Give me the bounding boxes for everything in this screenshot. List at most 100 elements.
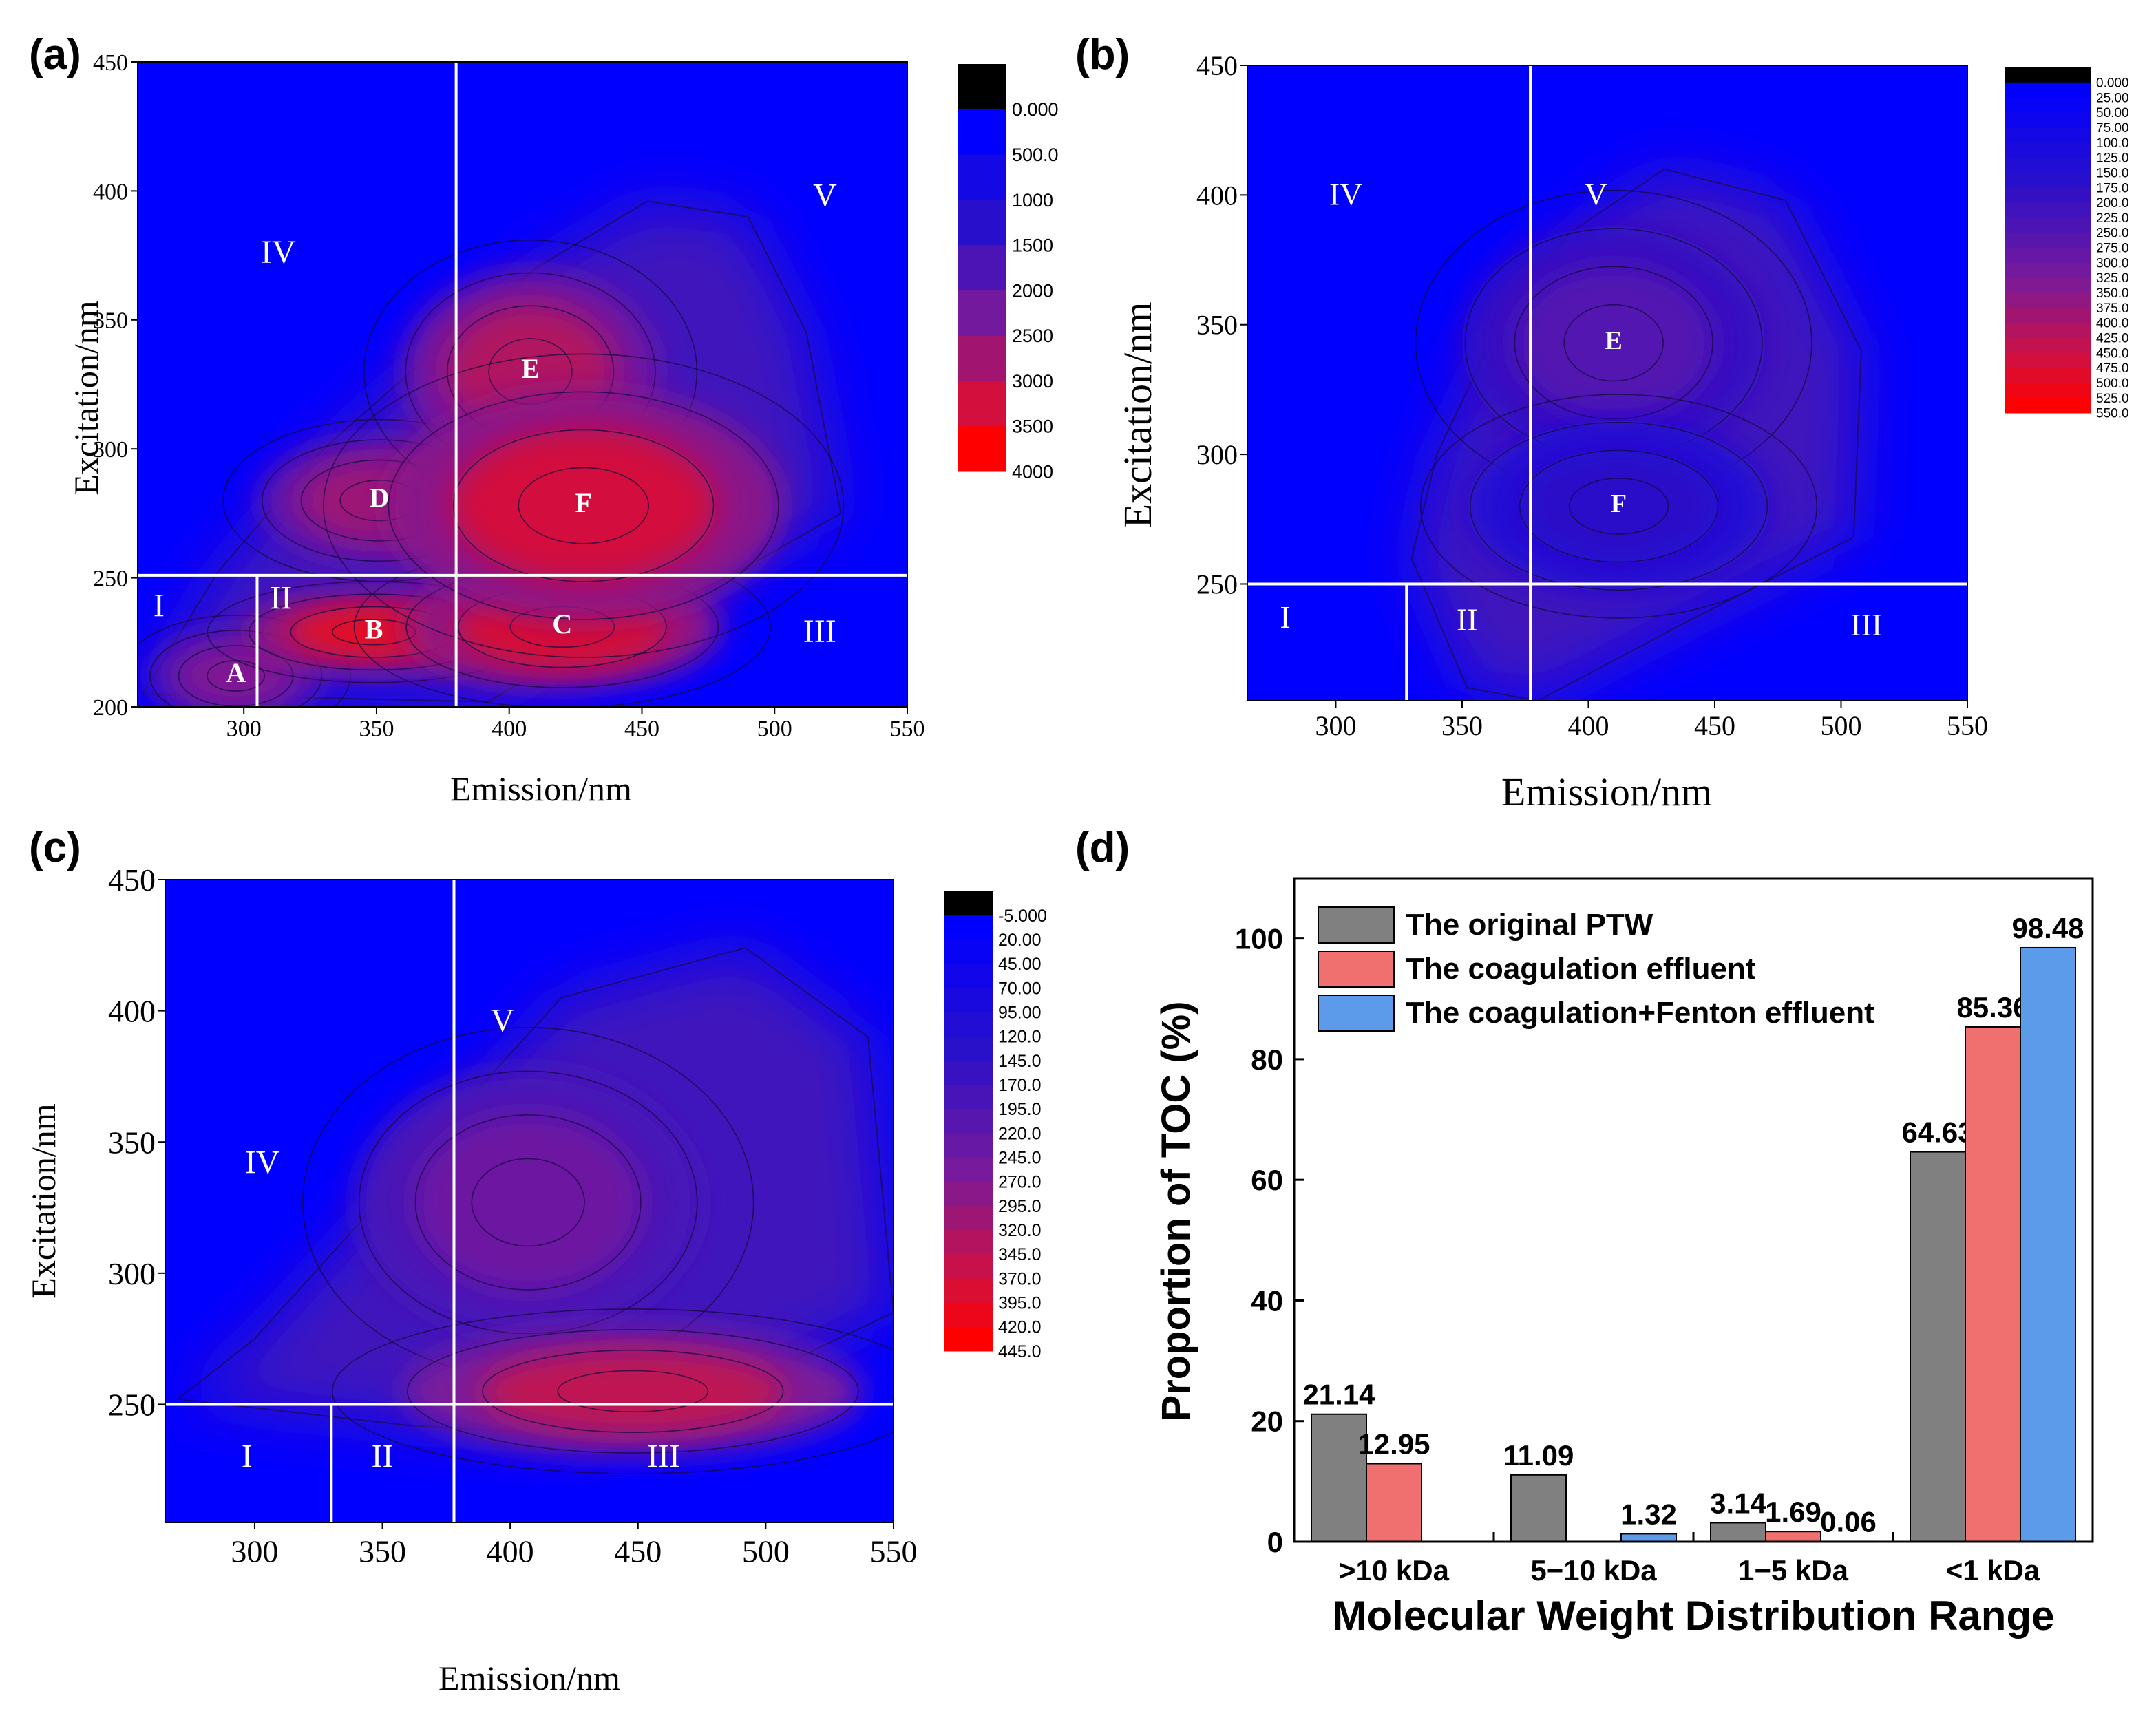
fluorescence-heat-c <box>176 947 894 1474</box>
colorbar-c: -5.000 20.00 45.00 70.00 95.00 120.0 145.0 170.… <box>944 891 1047 1361</box>
peak-label: D <box>369 482 389 513</box>
peak-label: C <box>552 608 572 639</box>
bar <box>1765 1531 1821 1542</box>
peak-core <box>1512 265 1715 421</box>
colorbar-cell <box>2005 157 2091 173</box>
x-tick-label: 450 <box>614 1534 662 1569</box>
y-tick-label: 400 <box>108 994 156 1029</box>
x-tick-label: 350 <box>1441 710 1483 741</box>
y-axis-title-d: Proportion of TOC (%) <box>1154 1001 1198 1421</box>
colorbar-cell <box>2005 323 2091 339</box>
bars-d: 21.14 12.95 11.09 1.32 3.141.690.06 64.63 85.3… <box>1302 912 2084 1543</box>
colorbar-cell <box>944 964 993 989</box>
colorbar-label: 100.0 <box>2096 136 2129 151</box>
colorbar-cell <box>2005 112 2091 128</box>
colorbar-cell <box>958 109 1006 156</box>
colorbar-label: 500.0 <box>2096 376 2129 391</box>
peak-label: F <box>575 487 591 518</box>
region-label: II <box>270 580 292 616</box>
contour-line <box>1519 449 1719 563</box>
colorbar-label: 125.0 <box>2096 151 2129 166</box>
colorbar-label: 1000 <box>1012 190 1053 211</box>
colorbar-label: 420.0 <box>998 1318 1042 1337</box>
y-tick-label: 300 <box>93 437 128 463</box>
colorbar-cell <box>944 1278 993 1304</box>
y-tick-label: 350 <box>93 308 128 334</box>
colorbar-cell <box>958 335 1006 381</box>
colorbar-cell <box>944 1157 993 1182</box>
contour-line <box>414 1114 642 1291</box>
legend-label: The coagulation+Fenton effluent <box>1406 996 1874 1030</box>
bar <box>1510 1474 1567 1543</box>
x-axis-title-d: Molecular Weight Distribution Range <box>1333 1593 2055 1639</box>
bar-value-label: 11.09 <box>1503 1439 1574 1472</box>
x-tick-label: 550 <box>1947 710 1988 741</box>
colorbar-cell <box>944 1302 993 1328</box>
y-tick-label: 100 <box>1235 923 1283 955</box>
colorbar-label: 3500 <box>1012 416 1053 437</box>
x-tick-label: 500 <box>1820 710 1861 741</box>
colorbar-label: 370.0 <box>998 1269 1042 1288</box>
colorbar-label: 500.0 <box>1012 145 1059 165</box>
colorbar-cell <box>2005 217 2091 233</box>
peak-core <box>413 1113 644 1292</box>
colorbar-cell <box>2005 337 2091 354</box>
bar <box>2020 946 2076 1542</box>
colorbar-label: 445.0 <box>998 1342 1042 1361</box>
peak-labels-a: A B C D E F <box>226 353 592 688</box>
region-label: III <box>647 1438 680 1475</box>
x-tick-label: 300 <box>231 1534 278 1569</box>
category-label: 5−10 kDa <box>1530 1554 1657 1586</box>
colorbar-label: 345.0 <box>998 1245 1042 1264</box>
y-tick-label: 250 <box>93 566 128 592</box>
contour-line <box>557 1370 709 1413</box>
y-tick-label: 450 <box>108 862 156 898</box>
region-label: I <box>242 1438 253 1475</box>
colorbar-cell <box>958 245 1006 291</box>
colorbar-b: 0.00025.0050.0075.00100.0125.0150.0175.0… <box>2005 67 2129 421</box>
colorbar-cell <box>2005 67 2091 83</box>
peak-label: E <box>521 353 540 384</box>
colorbar-label: 475.0 <box>2096 361 2129 376</box>
colorbar-cell <box>2005 368 2091 383</box>
y-tick-label: 80 <box>1251 1043 1283 1076</box>
bar-value-label: 98.48 <box>2011 912 2084 944</box>
colorbar-label: 220.0 <box>998 1124 1042 1143</box>
colorbar-label: 325.0 <box>2096 271 2129 286</box>
colorbar-cell <box>958 381 1006 427</box>
colorbar-label: 450.0 <box>2096 346 2129 361</box>
peak-label: F <box>1611 489 1627 518</box>
panel-label-d: (d) <box>1075 824 1130 871</box>
colorbar-label: 120.0 <box>998 1028 1042 1047</box>
region-label: III <box>1850 607 1882 642</box>
colorbar-label: 145.0 <box>998 1052 1042 1071</box>
region-label: V <box>1585 177 1607 212</box>
bar-value-label: 1.69 <box>1765 1496 1821 1528</box>
y-tick-label: 250 <box>108 1388 156 1423</box>
colorbar-cell <box>958 154 1006 200</box>
colorbar-cell <box>944 1326 993 1352</box>
colorbar-label: 50.00 <box>2096 106 2129 120</box>
colorbar-cell <box>2005 277 2091 293</box>
colorbar-label: -5.000 <box>998 906 1047 926</box>
colorbar-cell <box>944 1181 993 1207</box>
colorbar-cell <box>944 1254 993 1280</box>
colorbar-cell <box>944 1133 993 1158</box>
colorbar-label: 20.00 <box>998 931 1042 950</box>
x-tick-label: 400 <box>492 716 527 742</box>
colorbar-label: 25.00 <box>2096 91 2129 105</box>
contour-line <box>1469 421 1768 591</box>
peak-core <box>479 1349 787 1434</box>
dividers-a <box>138 62 907 707</box>
colorbar-label: 320.0 <box>998 1221 1042 1240</box>
x-tick-label: 500 <box>742 1534 790 1569</box>
peak-core <box>450 428 717 584</box>
colorbar-cell <box>944 1036 993 1061</box>
colorbar-cell <box>944 988 993 1013</box>
colorbar-cell <box>2005 383 2091 399</box>
colorbar-cell <box>2005 127 2091 143</box>
contour-line <box>407 1328 859 1454</box>
